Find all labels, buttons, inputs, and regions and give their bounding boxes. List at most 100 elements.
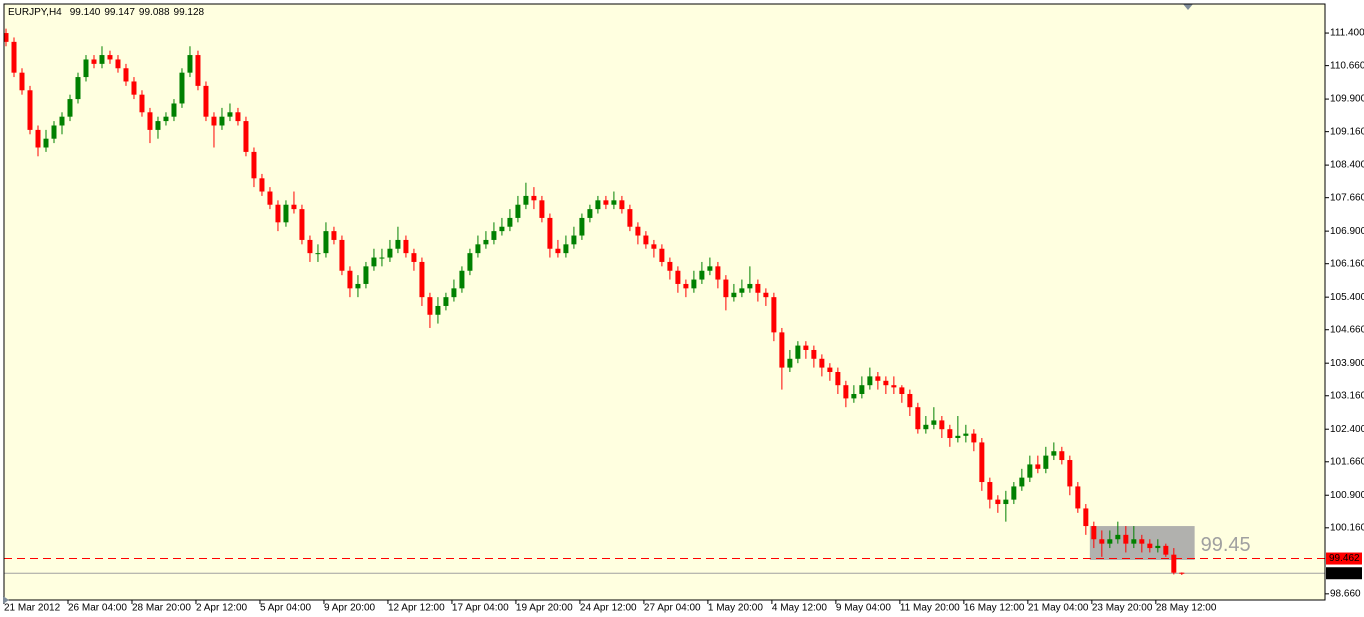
candle-body (1019, 477, 1025, 487)
candle-body (635, 226, 641, 236)
candle-body (563, 244, 569, 254)
candle-body (827, 367, 833, 372)
candle-body (859, 385, 865, 394)
candle-body (1051, 451, 1057, 456)
candle-body (891, 385, 897, 388)
candle-body (115, 59, 121, 69)
candle-body (539, 200, 545, 218)
price-level-label: 99.462 (1329, 553, 1360, 564)
candle-body (1091, 526, 1097, 540)
candle-body (851, 393, 857, 399)
candle-body (995, 499, 1001, 505)
candle-body (755, 283, 761, 293)
y-tick-label: 100.160 (1330, 522, 1364, 533)
candle-body (1123, 534, 1129, 544)
candle-body (235, 112, 241, 122)
candle-body (443, 297, 449, 306)
candle-body (659, 248, 665, 262)
candle-body (931, 420, 937, 425)
y-tick-label: 107.660 (1330, 192, 1364, 203)
candle-body (459, 270, 465, 289)
candle-body (51, 125, 57, 139)
open-value: 99.140 (70, 7, 101, 18)
candle-body (603, 200, 609, 205)
candle-body (1067, 460, 1073, 487)
y-tick-label: 106.900 (1330, 226, 1364, 237)
y-tick-label: 101.660 (1330, 456, 1364, 467)
candle-body (11, 41, 17, 73)
y-tick-label: 103.900 (1330, 358, 1364, 369)
candle-body (619, 200, 625, 210)
candle-body (811, 349, 817, 359)
x-tick-label: 23 May 20:00 (1092, 603, 1153, 614)
x-tick-label: 11 May 20:00 (900, 603, 960, 614)
candle-body (699, 270, 705, 280)
candle-body (251, 151, 257, 179)
y-tick-label: 102.400 (1330, 424, 1364, 435)
candle-body (1147, 543, 1153, 549)
candle-body (99, 55, 105, 64)
candle-body (107, 55, 113, 60)
y-tick-label: 106.160 (1330, 258, 1364, 269)
x-tick-label: 21 Mar 2012 (4, 603, 61, 614)
candle-body (427, 297, 433, 315)
candle-body (259, 178, 265, 192)
y-tick-label: 98.660 (1330, 588, 1361, 599)
candle-body (1179, 572, 1185, 574)
x-tick-label: 4 May 12:00 (772, 603, 827, 614)
header: EURJPY,H4 99.140 99.147 99.088 99.128 (8, 7, 205, 18)
candle-body (187, 55, 193, 73)
candle-body (211, 116, 217, 126)
candle-body (571, 235, 577, 245)
x-tick-label: 28 May 12:00 (1156, 603, 1217, 614)
candle-body (899, 387, 905, 394)
candle-body (291, 204, 297, 210)
candle-body (555, 248, 561, 254)
candle-body (483, 239, 489, 245)
y-tick-label: 110.660 (1330, 60, 1364, 71)
candle-body (875, 376, 881, 381)
candle-body (795, 345, 801, 359)
candle-body (979, 442, 985, 483)
candle-body (643, 235, 649, 245)
x-tick-label: 26 Mar 04:00 (68, 603, 127, 614)
x-tick-label: 12 Apr 12:00 (388, 603, 445, 614)
candle-body (275, 204, 281, 223)
price-level-box (1326, 552, 1362, 565)
candle-body (91, 59, 97, 64)
candle-body (451, 288, 457, 298)
price-level-label: 99.128 (1329, 568, 1360, 579)
candle-body (219, 116, 225, 126)
candle-body (579, 217, 585, 236)
candle-body (1075, 486, 1081, 509)
candle-body (315, 253, 321, 255)
candle-body (347, 270, 353, 289)
close-value: 99.128 (174, 7, 205, 18)
y-tick-label: 109.160 (1330, 126, 1364, 137)
x-tick-label: 21 May 04:00 (1028, 603, 1089, 614)
candle-body (1139, 539, 1145, 544)
candle-body (675, 270, 681, 284)
candle-body (59, 116, 65, 126)
candle-body (395, 239, 401, 249)
candle-body (731, 292, 737, 298)
candle-body (547, 217, 553, 249)
candle-body (403, 239, 409, 254)
candle-body (1027, 464, 1033, 478)
candle-body (763, 292, 769, 298)
candle-body (75, 77, 81, 100)
candle-body (787, 358, 793, 368)
candle-body (339, 239, 345, 271)
candle-body (723, 279, 729, 298)
candle-body (843, 385, 849, 399)
candle-body (963, 433, 969, 436)
candle-body (227, 112, 233, 117)
y-tick-label: 105.400 (1330, 292, 1364, 303)
candle-body (739, 288, 745, 293)
candle-body (883, 380, 889, 386)
y-tick-label: 111.400 (1330, 28, 1364, 39)
candle-body (771, 297, 777, 333)
y-tick-label: 103.160 (1330, 390, 1364, 401)
candle-body (131, 81, 137, 95)
